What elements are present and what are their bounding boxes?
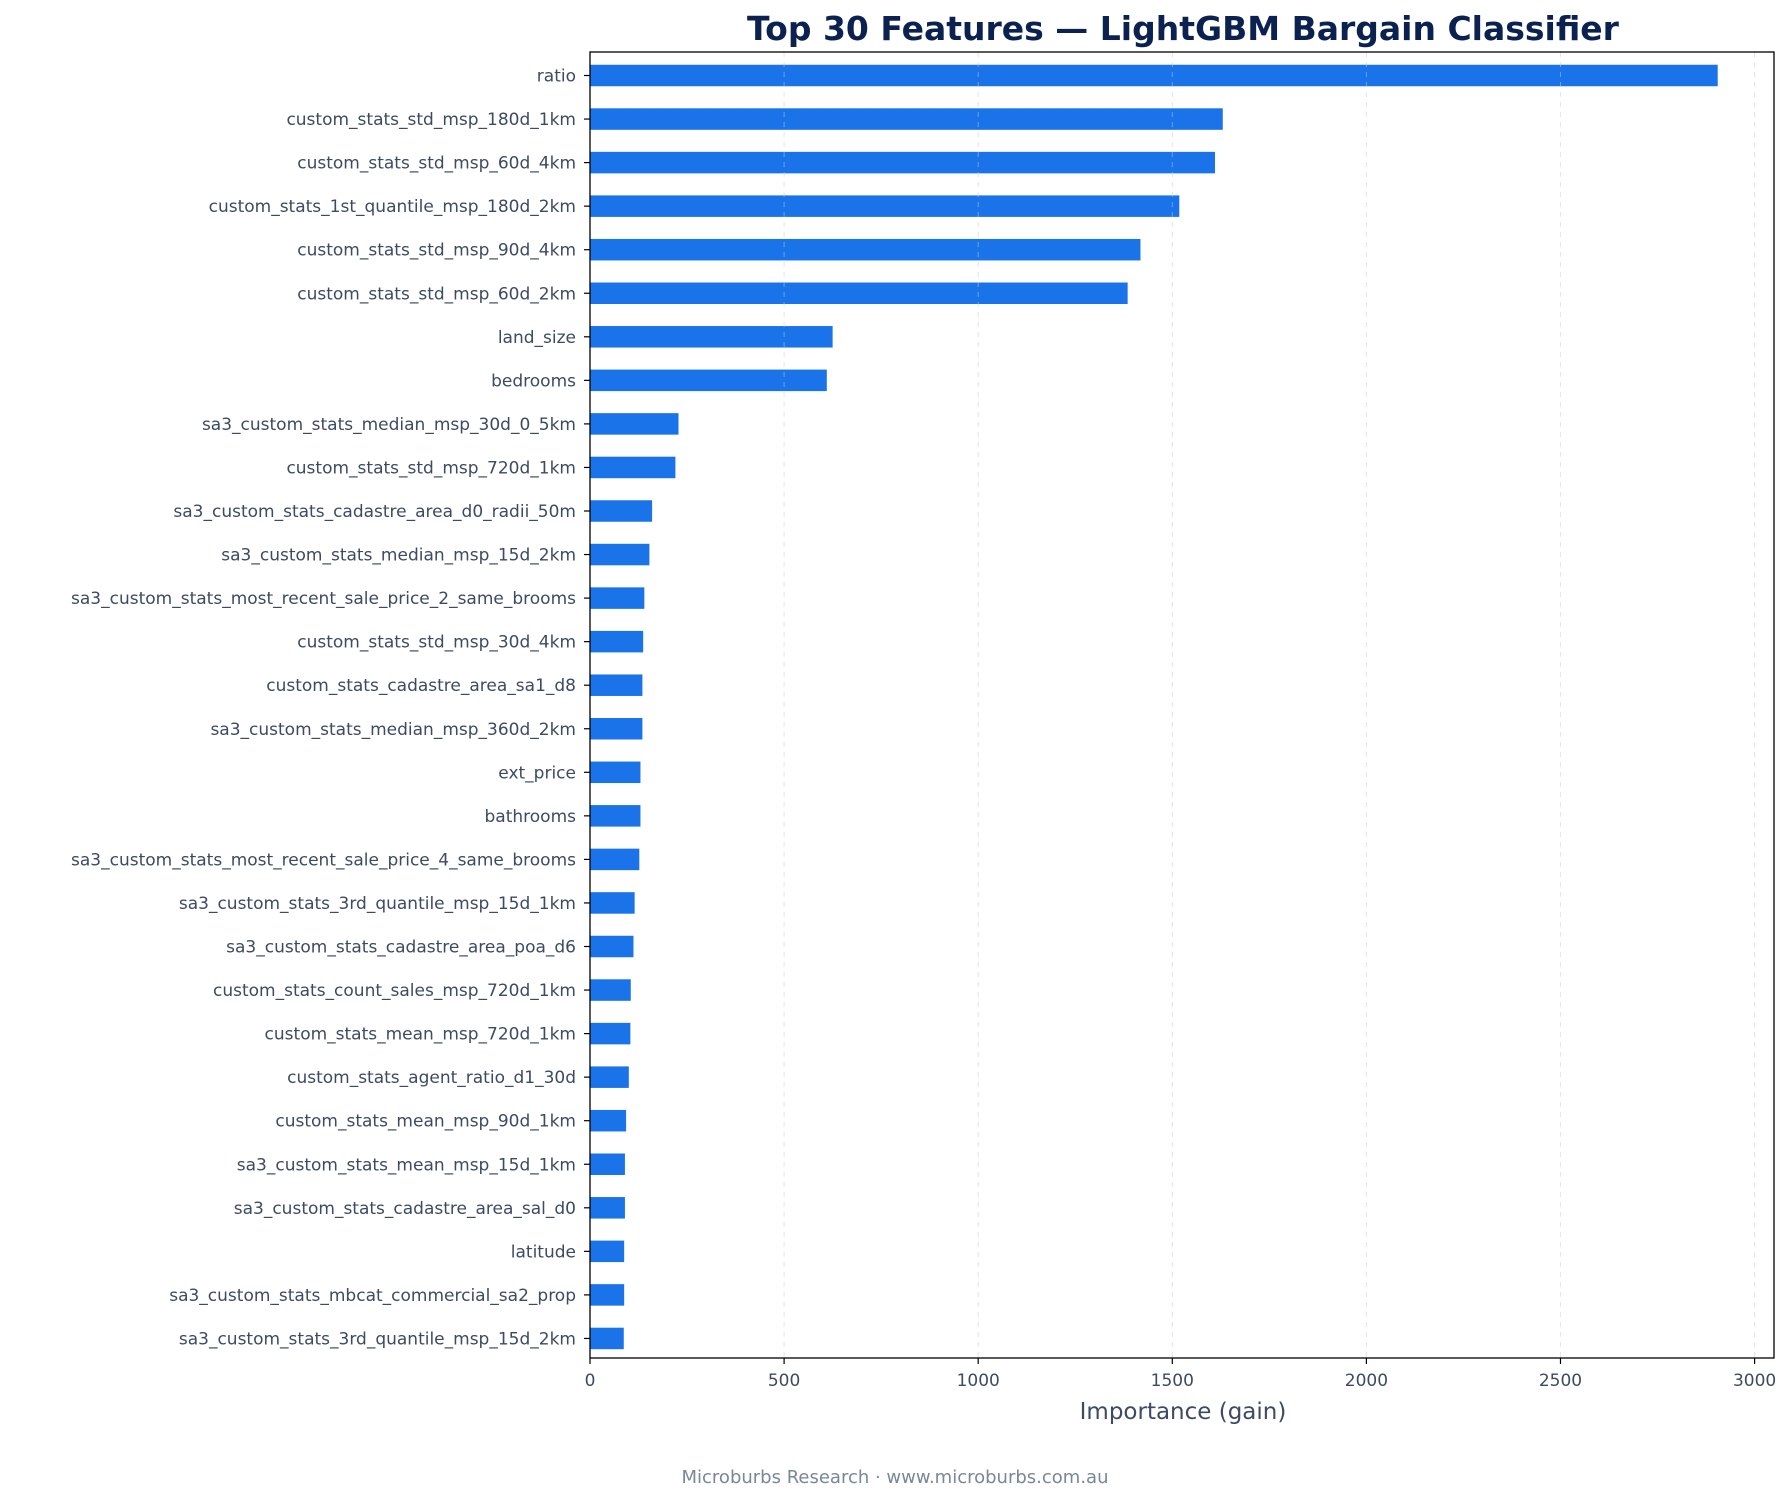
x-axis: 0 500 1000 1500 2000 2500 3000	[585, 1358, 1776, 1391]
y-tick-label: sa3_custom_stats_mbcat_commercial_sa2_pr…	[169, 1286, 576, 1306]
footer-credit: Microburbs Research · www.microburbs.com…	[682, 1467, 1109, 1488]
y-tick-label: sa3_custom_stats_most_recent_sale_price_…	[71, 589, 576, 609]
bar-latitude	[590, 1240, 625, 1263]
bar-sa3_custom_stats_median_msp_360d_2km	[590, 718, 643, 740]
x-tick-label: 1500	[1151, 1371, 1194, 1391]
y-tick-label: sa3_custom_stats_3rd_quantile_msp_15d_2k…	[179, 1329, 576, 1349]
y-tick-label: sa3_custom_stats_median_msp_15d_2km	[221, 546, 576, 566]
y-tick-label: custom_stats_1st_quantile_msp_180d_2km	[209, 197, 576, 217]
x-tick-label: 3000	[1733, 1371, 1776, 1391]
bar-custom_stats_mean_msp_90d_1km	[590, 1109, 627, 1132]
y-tick-label: custom_stats_cadastre_area_sa1_d8	[266, 676, 576, 696]
y-tick-label: latitude	[511, 1242, 576, 1262]
bar-sa3_custom_stats_median_msp_30d_0_5km	[590, 413, 679, 435]
bars-layer	[590, 52, 1756, 1358]
bar-custom_stats_std_msp_60d_2km	[590, 282, 1128, 304]
bar-sa3_custom_stats_cadastre_area_d0_radii_50m	[590, 500, 653, 522]
bar-custom_stats_std_msp_180d_1km	[590, 108, 1223, 130]
y-tick-label: custom_stats_agent_ratio_d1_30d	[287, 1068, 576, 1088]
y-tick-label: custom_stats_mean_msp_90d_1km	[275, 1112, 576, 1132]
y-tick-label: custom_stats_mean_msp_720d_1km	[265, 1025, 576, 1045]
x-tick-label: 0	[585, 1371, 596, 1391]
grid-layer	[783, 52, 1756, 1358]
x-tick-label: 1000	[957, 1371, 1000, 1391]
bar-sa3_custom_stats_3rd_quantile_msp_15d_1km	[590, 892, 635, 914]
bar-sa3_custom_stats_median_msp_15d_2km	[590, 543, 650, 566]
bar-custom_stats_count_sales_msp_720d_1km	[590, 979, 631, 1001]
bar-custom_stats_mean_msp_720d_1km	[590, 1022, 631, 1045]
y-tick-label: custom_stats_count_sales_msp_720d_1km	[213, 981, 576, 1001]
bar-sa3_custom_stats_cadastre_area_poa_d6	[590, 935, 634, 958]
y-tick-label: sa3_custom_stats_cadastre_area_d0_radii_…	[173, 502, 576, 522]
y-tick-label: custom_stats_std_msp_180d_1km	[286, 110, 576, 130]
bar-land_size	[590, 326, 833, 348]
y-tick-label: sa3_custom_stats_mean_msp_15d_1km	[237, 1155, 576, 1175]
bar-sa3_custom_stats_most_recent_sale_price_2_same_brooms	[590, 587, 645, 609]
y-tick-label: sa3_custom_stats_cadastre_area_sal_d0	[234, 1199, 576, 1219]
y-tick-label: sa3_custom_stats_median_msp_360d_2km	[210, 720, 576, 740]
y-tick-label: bedrooms	[491, 371, 576, 391]
y-tick-label: land_size	[498, 328, 576, 348]
bar-custom_stats_std_msp_60d_4km	[590, 151, 1215, 174]
bar-sa3_custom_stats_3rd_quantile_msp_15d_2km	[590, 1327, 624, 1350]
x-tick-label: 500	[768, 1371, 800, 1391]
bar-custom_stats_std_msp_720d_1km	[590, 456, 676, 479]
y-tick-label: sa3_custom_stats_median_msp_30d_0_5km	[202, 415, 576, 435]
y-tick-label: sa3_custom_stats_cadastre_area_poa_d6	[226, 938, 576, 958]
bar-custom_stats_agent_ratio_d1_30d	[590, 1066, 629, 1088]
bar-custom_stats_std_msp_30d_4km	[590, 630, 644, 653]
bar-bathrooms	[590, 805, 641, 827]
bar-custom_stats_std_msp_90d_4km	[590, 238, 1141, 261]
bar-custom_stats_cadastre_area_sa1_d8	[590, 674, 643, 696]
x-tick-label: 2500	[1539, 1371, 1582, 1391]
plot-frame	[589, 51, 1775, 1359]
y-tick-label: bathrooms	[485, 807, 577, 827]
y-tick-label: custom_stats_std_msp_60d_2km	[297, 284, 576, 304]
y-tick-label: sa3_custom_stats_most_recent_sale_price_…	[71, 850, 576, 870]
x-tick-label: 2000	[1345, 1371, 1388, 1391]
bar-sa3_custom_stats_mean_msp_15d_1km	[590, 1153, 625, 1175]
x-axis-label: Importance (gain)	[1080, 1399, 1287, 1425]
bar-sa3_custom_stats_cadastre_area_sal_d0	[590, 1197, 625, 1219]
y-tick-label: custom_stats_std_msp_60d_4km	[297, 154, 576, 174]
chart-title: Top 30 Features — LightGBM Bargain Class…	[747, 9, 1620, 48]
bar-custom_stats_1st_quantile_msp_180d_2km	[590, 195, 1180, 217]
bar-ratio	[590, 64, 1718, 87]
y-tick-label: custom_stats_std_msp_720d_1km	[286, 458, 576, 478]
y-tick-label: custom_stats_std_msp_30d_4km	[297, 633, 576, 653]
y-axis: ratio custom_stats_std_msp_180d_1kmcustom…	[71, 67, 590, 1349]
bar-bedrooms	[590, 369, 827, 392]
y-tick-label: ratio	[537, 67, 576, 87]
bar-sa3_custom_stats_most_recent_sale_price_4_same_brooms	[590, 848, 640, 871]
y-tick-label: sa3_custom_stats_3rd_quantile_msp_15d_1k…	[179, 894, 576, 914]
y-tick-label: custom_stats_std_msp_90d_4km	[297, 241, 576, 261]
bar-ext_price	[590, 761, 641, 784]
bar-sa3_custom_stats_mbcat_commercial_sa2_prop	[590, 1284, 625, 1306]
y-tick-label: ext_price	[498, 763, 576, 783]
